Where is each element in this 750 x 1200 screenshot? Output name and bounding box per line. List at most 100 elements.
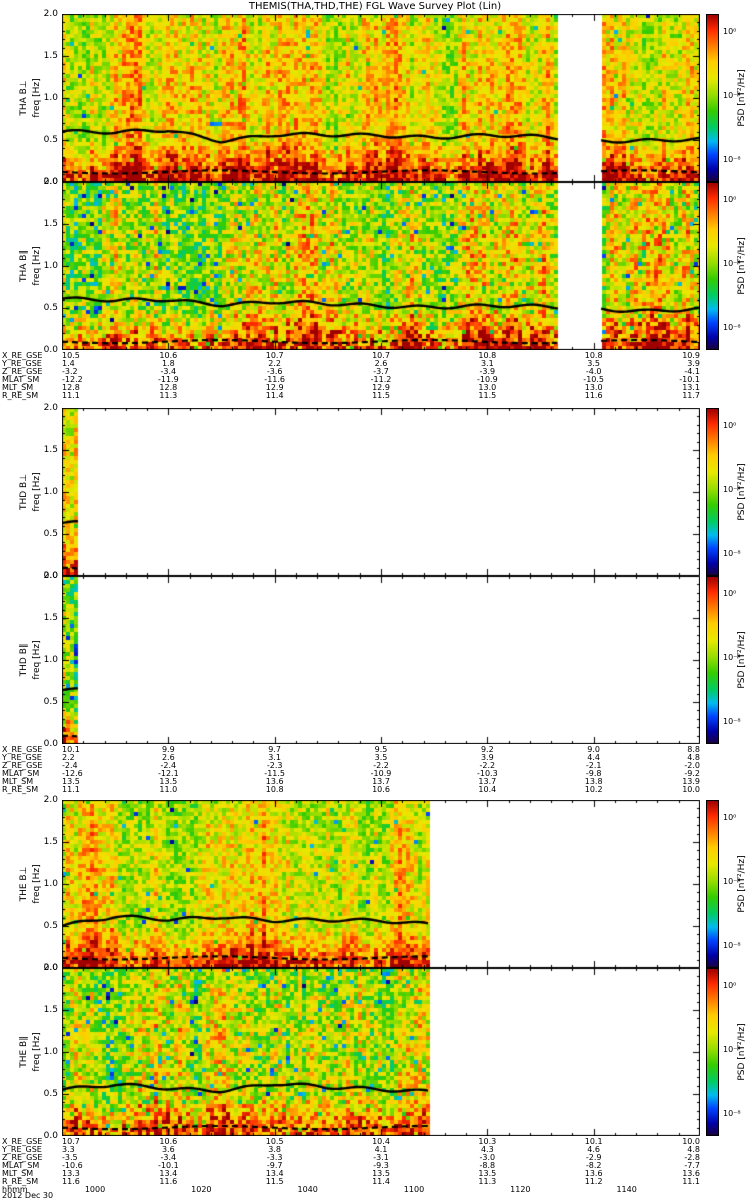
ephemeris-value: 13.6 [682, 1169, 700, 1178]
ephemeris-value: 10.5 [265, 1137, 284, 1146]
panel-the-bpar: THE B∥ freq [Hz] PSD [nT²/Hz] 2.0 1.5 1.0 0… [0, 964, 750, 1141]
ephemeris-row-label: Y_RE_GSE [2, 359, 42, 368]
ephemeris-value: 3.6 [161, 1145, 175, 1154]
ephemeris-value: 4.4 [587, 753, 601, 762]
ephemeris-value: 4.3 [480, 1145, 494, 1154]
ephemeris-row: Y_RE_GSE 3.3 3.6 3.8 4.1 4.3 4.6 4.8 [0, 1146, 750, 1154]
colorbar-tick-label: 10⁰ [723, 421, 737, 430]
y-tick-label: 2.0 [43, 571, 58, 581]
ephemeris-value: 11.4 [265, 391, 284, 400]
ephemeris-value: 13.1 [682, 383, 700, 392]
ephemeris-value: 10.1 [62, 745, 80, 754]
ephemeris-value: 10.6 [372, 785, 390, 794]
ephemeris-row-label: X_RE_GSE [2, 745, 43, 754]
ephemeris-value: 10.7 [265, 351, 284, 360]
ephemeris-value: -3.7 [373, 367, 389, 376]
ephemeris-value: 10.8 [265, 785, 284, 794]
ephemeris-value: -2.0 [684, 761, 700, 770]
ephemeris-value: -10.6 [62, 1161, 83, 1170]
ephemeris-value: 12.9 [265, 383, 284, 392]
ephemeris-value: -12.1 [157, 769, 179, 778]
ephemeris-value: 11.6 [159, 1177, 178, 1186]
spectrogram-the-bperp [62, 800, 700, 968]
ephemeris-value: -10.9 [476, 375, 498, 384]
ephemeris-row-label: X_RE_GSE [2, 1137, 43, 1146]
ephemeris-value: 9.5 [374, 745, 388, 754]
y-tick-label: 0.5 [43, 303, 58, 313]
colorbar-tick-label: 10⁰ [723, 981, 737, 990]
y-tick-label: 1.0 [43, 879, 58, 889]
ephemeris-value: -3.5 [62, 1153, 78, 1162]
time-tick-label: 1140 [616, 1185, 637, 1194]
spectrogram-tha-bperp [62, 14, 700, 182]
y-tick-label: 0.0 [43, 1131, 58, 1141]
ephemeris-value: 13.5 [478, 1169, 497, 1178]
colorbar-tick-label: 10⁻⁸ [723, 549, 741, 558]
ephemeris-value: -2.4 [62, 761, 78, 770]
time-tick-label: 1120 [510, 1185, 531, 1194]
ephemeris-value: -7.7 [684, 1161, 700, 1170]
ephemeris-value: -4.1 [684, 367, 700, 376]
ephemeris-value: 2.2 [62, 753, 75, 762]
time-axis: hhmm 1000 1020 1040 1100 1120 1140 [0, 1186, 750, 1194]
ephemeris-row: X_RE_GSE 10.1 9.9 9.7 9.5 9.2 9.0 8.8 [0, 746, 750, 754]
ephemeris-value: 13.4 [265, 1169, 284, 1178]
ephemeris-value: 11.1 [62, 391, 80, 400]
ephemeris-value: 3.3 [62, 1145, 75, 1154]
ephemeris-value: 10.6 [159, 351, 178, 360]
ephemeris-value: 13.7 [372, 777, 390, 786]
ephemeris-row: Y_RE_GSE 2.2 2.6 3.1 3.5 3.9 4.4 4.8 [0, 754, 750, 762]
y-tick-label: 1.5 [43, 613, 58, 623]
ephemeris-value: 11.6 [584, 391, 603, 400]
ephemeris-value: 4.8 [687, 753, 700, 762]
ephemeris-row-label: MLT_SM [2, 1169, 34, 1178]
colorbar [706, 576, 719, 744]
ephemeris-value: 3.1 [268, 753, 282, 762]
ephemeris-row: Z_RE_GSE -2.4 -2.4 -2.3 -2.2 -2.2 -2.1 -2.0 [0, 762, 750, 770]
colorbar-tick-label: 10⁻⁴ [723, 259, 741, 268]
ephemeris-row-label: MLT_SM [2, 777, 34, 786]
ephemeris-value: 9.9 [161, 745, 175, 754]
ephemeris-value: 3.1 [480, 359, 494, 368]
ephemeris-value: -3.3 [266, 1153, 283, 1162]
ephemeris-row-label: R_RE_SM [2, 1177, 39, 1186]
ephemeris-value: 13.8 [584, 777, 603, 786]
colorbar-tick-label: 10⁻⁸ [723, 323, 741, 332]
y-tick-label: 0.0 [43, 345, 58, 355]
ephemeris-value: 3.8 [268, 1145, 282, 1154]
ephemeris-value: 12.9 [372, 383, 390, 392]
time-tick-label: 1040 [297, 1185, 318, 1194]
spectrogram-the-bpar [62, 968, 700, 1136]
colorbar [706, 408, 719, 576]
ephemeris-value: 4.1 [374, 1145, 388, 1154]
colorbar-tick-label: 10⁻⁸ [723, 155, 741, 164]
ephemeris-value: -10.5 [583, 375, 605, 384]
ephemeris-value: 10.2 [584, 785, 603, 794]
ephemeris-row-label: R_RE_SM [2, 785, 39, 794]
colorbar-tick-label: 10⁻⁴ [723, 485, 741, 494]
ephemeris-value: 10.4 [478, 785, 497, 794]
ephemeris-value: -3.0 [479, 1153, 496, 1162]
ephemeris-value: -2.1 [585, 761, 602, 770]
y-tick-label: 1.5 [43, 445, 58, 455]
ephemeris-row: MLAT_SM -12.6 -12.1 -11.5 -10.9 -10.3 -9.8 -9.2 [0, 770, 750, 778]
ephemeris-value: 13.0 [584, 383, 603, 392]
ephemeris-value: -3.1 [373, 1153, 389, 1162]
y-tick-label: 1.0 [43, 93, 58, 103]
ephemeris-value: 11.2 [584, 1177, 603, 1186]
ephemeris-value: -8.2 [585, 1161, 602, 1170]
spectrogram-thd-bperp [62, 408, 700, 576]
ephemeris-row: R_RE_SM 11.6 11.6 11.5 11.4 11.3 11.2 11.1 [0, 1178, 750, 1186]
panel-tha-bperp: THA B⊥ freq [Hz] PSD [nT²/Hz] 2.0 1.5 1.0 0… [0, 10, 750, 187]
ephemeris-value: -12.6 [62, 769, 83, 778]
ephemeris-value: 13.9 [682, 777, 700, 786]
time-tick-label: 1020 [191, 1185, 212, 1194]
time-tick-label: 1100 [403, 1185, 425, 1194]
colorbar-tick-label: 10⁻⁸ [723, 717, 741, 726]
ephemeris-value: -3.4 [160, 367, 177, 376]
panel-thd-bperp: THD B⊥ freq [Hz] PSD [nT²/Hz] 2.0 1.5 1.0 0… [0, 404, 750, 581]
ephemeris-row-label: Z_RE_GSE [2, 761, 43, 770]
y-tick-label: 1.0 [43, 655, 58, 665]
ephemeris-value: 10.1 [584, 1137, 603, 1146]
y-tick-label: 0.0 [43, 571, 58, 581]
